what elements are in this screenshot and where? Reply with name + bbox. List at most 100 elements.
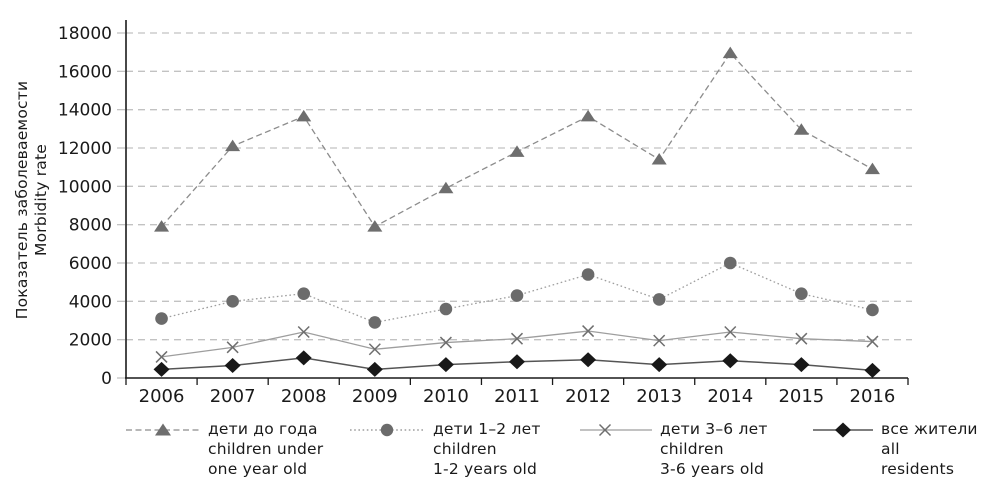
- legend-label-en1: children: [660, 440, 724, 458]
- x-tick-label-2011: 2011: [494, 386, 540, 407]
- legend-label-ru: дети до года: [208, 420, 318, 438]
- y-tick-label: 16000: [58, 62, 112, 82]
- x-tick-label-2009: 2009: [352, 386, 398, 407]
- y-tick-label: 8000: [69, 216, 112, 236]
- children-3-6-years-point-2016: [866, 335, 879, 348]
- x-tick-label-2012: 2012: [565, 386, 611, 407]
- circle-marker-icon: [380, 423, 394, 437]
- x-tick-label-2008: 2008: [281, 386, 327, 407]
- children-3-6-years-point-2013: [653, 334, 666, 347]
- series-all-residents: [153, 350, 881, 378]
- children-3-6-years-point-2010: [439, 336, 452, 349]
- x-tick-label-2014: 2014: [707, 386, 753, 407]
- children-under-one-year-point-2009: [367, 220, 383, 232]
- all-residents-point-2012: [580, 352, 597, 368]
- legend-label: дети до года children under one year old: [208, 419, 323, 479]
- children-under-one-year-point-2012: [580, 109, 596, 122]
- children-1-2-years-point-2015: [795, 287, 808, 300]
- series-children-1-2-years: [155, 256, 879, 329]
- all-residents-point-2013: [651, 357, 668, 373]
- x-tick-label-2016: 2016: [850, 386, 896, 407]
- legend-label-ru: дети 1–2 лет: [433, 420, 541, 438]
- x-marker-icon: [598, 423, 612, 437]
- legend-label-en1: children: [433, 440, 497, 458]
- diamond-marker-icon: [835, 422, 851, 438]
- all-residents-point-2010: [437, 357, 454, 373]
- legend-swatch-solid-x: [580, 423, 652, 437]
- chart-legend: дети до года children under one year old…: [0, 419, 992, 489]
- children-3-6-years-point-2007: [226, 341, 239, 354]
- children-under-one-year-point-2010: [438, 181, 454, 194]
- children-3-6-years-point-2011: [510, 332, 524, 345]
- legend-swatch-dotted-circle: [350, 423, 425, 437]
- legend-item-children-under-one-year: дети до года children under one year old: [126, 419, 323, 479]
- children-under-one-year-point-2008: [296, 109, 312, 122]
- children-3-6-years-point-2006: [155, 350, 168, 363]
- legend-swatch-dashed-triangle: [126, 423, 200, 436]
- series-line-children-3-6-years: [161, 330, 873, 358]
- children-1-2-years-point-2006: [155, 312, 168, 325]
- x-axis-ticks: 2006 2007 2008 2009 2010 2011 2012 2013 2014 2015…: [125, 378, 909, 407]
- legend-label-en2: residents: [881, 460, 955, 478]
- y-axis-ticks: 0 2000 4000 6000 8000 10000 12000 14000 16000 180…: [58, 24, 125, 389]
- children-1-2-years-point-2011: [510, 289, 524, 302]
- all-residents-point-2014: [722, 353, 739, 369]
- all-residents-point-2016: [864, 362, 881, 378]
- legend-label-en2: 3-6 years old: [660, 460, 765, 478]
- x-tick-label-2015: 2015: [778, 386, 824, 407]
- legend-label-en2: one year old: [208, 460, 308, 478]
- legend-label: все жители all residents: [881, 419, 978, 479]
- all-residents-point-2006: [153, 361, 170, 377]
- legend-label-ru: все жители: [881, 420, 978, 438]
- children-under-one-year-point-2014: [722, 46, 738, 59]
- axes: [125, 20, 908, 379]
- children-1-2-years-point-2014: [723, 256, 737, 270]
- x-tick-label-2010: 2010: [423, 386, 469, 407]
- y-tick-label: 0: [101, 369, 112, 389]
- x-tick-label-2006: 2006: [139, 386, 185, 407]
- series-children-under-one-year: [154, 46, 880, 232]
- legend-item-children-3-6-years: дети 3–6 лет children 3-6 years old: [580, 419, 768, 479]
- y-tick-label: 14000: [58, 101, 112, 121]
- y-tick-label: 10000: [58, 177, 112, 197]
- x-tick-label-2013: 2013: [636, 386, 682, 407]
- all-residents-point-2011: [509, 354, 525, 370]
- series-line-children-under-one-year: [161, 52, 873, 228]
- series-children-3-6-years: [155, 325, 879, 363]
- children-3-6-years-point-2008: [297, 325, 310, 339]
- children-3-6-years-point-2014: [724, 325, 737, 339]
- line-chart: 0 2000 4000 6000 8000 10000 12000 14000 16000 180…: [58, 20, 912, 407]
- children-under-one-year-point-2006: [154, 220, 170, 232]
- all-residents-point-2008: [295, 350, 312, 366]
- legend-label: дети 1–2 лет children 1-2 years old: [433, 419, 541, 479]
- y-tick-label: 2000: [69, 331, 112, 351]
- y-tick-label: 18000: [58, 24, 112, 44]
- legend-swatch-solid-diamond: [813, 422, 873, 438]
- children-1-2-years-point-2016: [866, 303, 879, 317]
- gridlines: [126, 32, 912, 341]
- children-1-2-years-point-2007: [226, 295, 239, 308]
- all-residents-point-2007: [224, 358, 241, 374]
- children-under-one-year-point-2013: [651, 153, 667, 165]
- legend-label: дети 3–6 лет children 3-6 years old: [660, 419, 768, 479]
- children-under-one-year-point-2015: [793, 123, 809, 135]
- all-residents-point-2009: [366, 361, 383, 377]
- children-under-one-year-point-2016: [864, 162, 880, 175]
- x-tick-label-2007: 2007: [210, 386, 256, 407]
- legend-label-en1: all: [881, 440, 900, 458]
- y-tick-label: 12000: [58, 139, 112, 159]
- children-3-6-years-point-2009: [368, 343, 381, 356]
- y-tick-label: 4000: [69, 292, 112, 312]
- legend-label-ru: дети 3–6 лет: [660, 420, 768, 438]
- children-under-one-year-point-2011: [509, 145, 525, 157]
- children-under-one-year-point-2007: [225, 139, 241, 152]
- legend-label-en1: children under: [208, 440, 324, 458]
- legend-item-all-residents: все жители all residents: [813, 419, 978, 479]
- children-1-2-years-point-2008: [297, 287, 311, 300]
- children-3-6-years-point-2015: [795, 332, 808, 345]
- children-3-6-years-point-2012: [582, 325, 595, 338]
- y-tick-label: 6000: [69, 254, 112, 274]
- children-1-2-years-point-2009: [368, 316, 382, 329]
- legend-item-children-1-2-years: дети 1–2 лет children 1-2 years old: [350, 419, 541, 479]
